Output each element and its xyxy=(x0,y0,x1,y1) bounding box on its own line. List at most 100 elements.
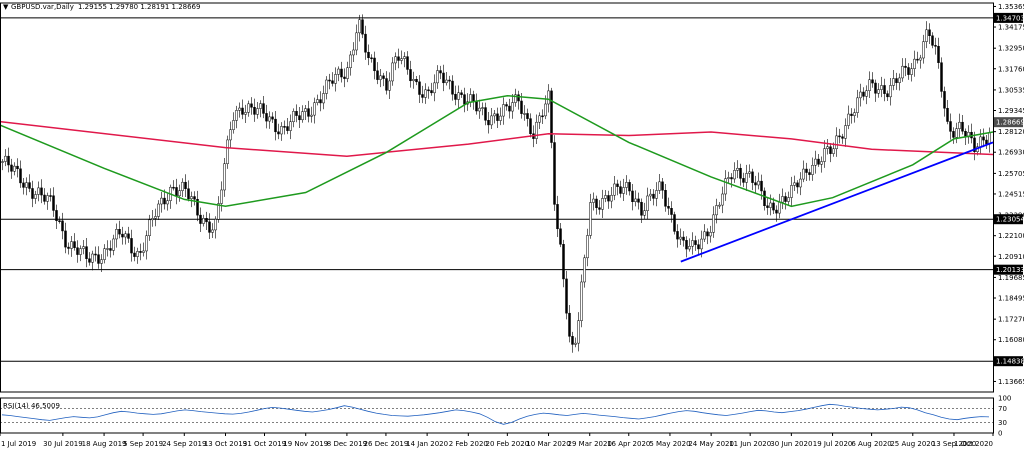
candle-body xyxy=(292,111,295,122)
candle-body xyxy=(121,233,124,238)
time-tick-label: 10 Mar 2020 xyxy=(526,440,570,448)
time-tick-label: 30 Jun 2020 xyxy=(770,440,812,448)
candle-body xyxy=(973,137,976,152)
candle-body xyxy=(574,342,577,345)
candle-body xyxy=(265,113,268,122)
candle-body xyxy=(394,56,397,64)
candle-body xyxy=(862,91,865,97)
candle-body xyxy=(385,78,388,91)
candle-body xyxy=(799,178,802,188)
candle-body xyxy=(709,232,712,237)
candle-body xyxy=(805,168,808,173)
candle-body xyxy=(358,19,361,34)
candle-body xyxy=(205,218,208,223)
time-tick-label: 19 Jul 2020 xyxy=(813,440,853,448)
candle-body xyxy=(583,257,586,283)
candle-body xyxy=(283,126,286,128)
chart-header-arrow[interactable]: ▼ xyxy=(3,3,9,11)
candle-body xyxy=(397,56,400,61)
rsi-plot-border xyxy=(0,397,994,434)
candle-body xyxy=(985,139,988,145)
candle-body xyxy=(886,93,889,98)
candle-body xyxy=(694,240,697,245)
candle-body xyxy=(421,94,424,98)
trendline[interactable] xyxy=(680,141,994,263)
trendline-line[interactable] xyxy=(680,141,994,263)
candle-body xyxy=(103,248,106,260)
candle-body xyxy=(553,142,556,205)
candle-body xyxy=(268,116,271,122)
candle-body xyxy=(460,92,463,95)
candle-body xyxy=(124,233,127,238)
candle-body xyxy=(88,258,91,263)
candle-body xyxy=(307,108,310,117)
candle-body xyxy=(730,177,733,180)
candle-body xyxy=(247,103,250,113)
price-axis[interactable]: 1.35365 1.34175 1.32950 1.31760 1.30535 1.293… xyxy=(993,3,1024,386)
candle-body xyxy=(349,54,352,69)
candle-body xyxy=(622,187,625,194)
candle-body xyxy=(49,195,52,197)
candle-body xyxy=(262,103,265,114)
main-plot[interactable] xyxy=(0,14,994,362)
candle-body xyxy=(955,128,958,138)
candle-body xyxy=(778,201,781,214)
candle-body xyxy=(517,94,520,102)
candle-body xyxy=(451,80,454,95)
price-tick-label: 1.31760 xyxy=(998,65,1024,73)
candle-body xyxy=(85,246,88,259)
candle-body xyxy=(10,164,13,172)
candle-body xyxy=(667,206,670,209)
time-tick-label: 2 Feb 2020 xyxy=(449,440,488,448)
candle-body xyxy=(430,90,433,94)
candle-body xyxy=(700,238,703,250)
candle-body xyxy=(304,108,307,112)
candle-body xyxy=(919,57,922,61)
candle-body xyxy=(127,233,130,239)
candle-body xyxy=(322,93,325,104)
candle-body xyxy=(178,190,181,197)
time-tick-label: 1 Jul 2019 xyxy=(1,440,36,448)
time-tick-label: 19 Nov 2019 xyxy=(283,440,328,448)
price-tag-label: 1.23054 xyxy=(996,216,1024,224)
candle-body xyxy=(145,235,148,252)
candle-body xyxy=(457,92,460,100)
candle-body xyxy=(961,121,964,132)
candle-body xyxy=(493,113,496,117)
chart-symbol: GBPUSD.var,Daily xyxy=(11,3,74,11)
candle-body xyxy=(607,195,610,202)
candle-body xyxy=(226,139,229,164)
candle-body xyxy=(13,165,16,172)
rsi-panel[interactable]: RSI(14) 46.5009 xyxy=(0,402,993,425)
candle-body xyxy=(448,79,451,82)
candle-body xyxy=(790,185,793,198)
candle-body xyxy=(544,103,547,117)
candle-body xyxy=(439,70,442,74)
candle-body xyxy=(115,229,118,240)
price-tick-label: 1.20910 xyxy=(998,253,1024,261)
candle-body xyxy=(565,278,568,314)
time-tick-label: 31 Oct 2019 xyxy=(243,440,286,448)
candle-body xyxy=(424,89,427,98)
moving-average-line-1 xyxy=(0,94,994,208)
price-tag-label: 1.20133 xyxy=(996,266,1024,274)
candle-body xyxy=(496,113,499,121)
rsi-tick-label: 100 xyxy=(998,395,1011,403)
candle-body xyxy=(784,196,787,202)
candle-body xyxy=(526,113,529,119)
candle-body xyxy=(739,167,742,179)
candle-body xyxy=(943,91,946,109)
candle-body xyxy=(250,103,253,108)
candle-body xyxy=(742,178,745,183)
candle-body xyxy=(781,196,784,203)
price-tick-label: 1.19685 xyxy=(998,274,1024,282)
candle-body xyxy=(58,220,61,222)
candle-body xyxy=(775,209,778,214)
candle-body xyxy=(769,202,772,208)
price-tag-label: 1.28669 xyxy=(996,119,1024,127)
candle-body xyxy=(445,79,448,84)
candle-body xyxy=(253,107,256,115)
candle-body xyxy=(217,203,220,220)
